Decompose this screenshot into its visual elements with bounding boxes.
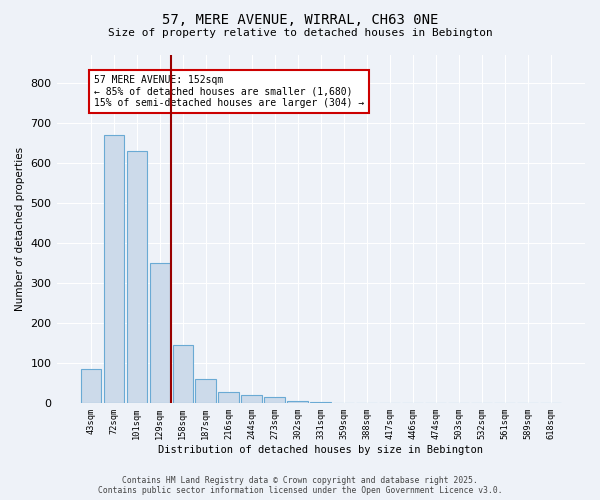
Bar [265, 397, 285, 403]
Text: Contains HM Land Registry data © Crown copyright and database right 2025.
Contai: Contains HM Land Registry data © Crown c… [98, 476, 502, 495]
Bar [127, 151, 147, 403]
Bar [218, 392, 239, 403]
Text: 57 MERE AVENUE: 152sqm
← 85% of detached houses are smaller (1,680)
15% of semi-: 57 MERE AVENUE: 152sqm ← 85% of detached… [94, 75, 365, 108]
Bar [287, 401, 308, 403]
Y-axis label: Number of detached properties: Number of detached properties [15, 147, 25, 311]
Bar [241, 395, 262, 403]
Bar [104, 135, 124, 403]
Bar [310, 402, 331, 403]
Bar [149, 263, 170, 403]
Text: Size of property relative to detached houses in Bebington: Size of property relative to detached ho… [107, 28, 493, 38]
Bar [80, 369, 101, 403]
Text: 57, MERE AVENUE, WIRRAL, CH63 0NE: 57, MERE AVENUE, WIRRAL, CH63 0NE [162, 12, 438, 26]
Bar [196, 379, 216, 403]
Bar [173, 345, 193, 403]
X-axis label: Distribution of detached houses by size in Bebington: Distribution of detached houses by size … [158, 445, 483, 455]
